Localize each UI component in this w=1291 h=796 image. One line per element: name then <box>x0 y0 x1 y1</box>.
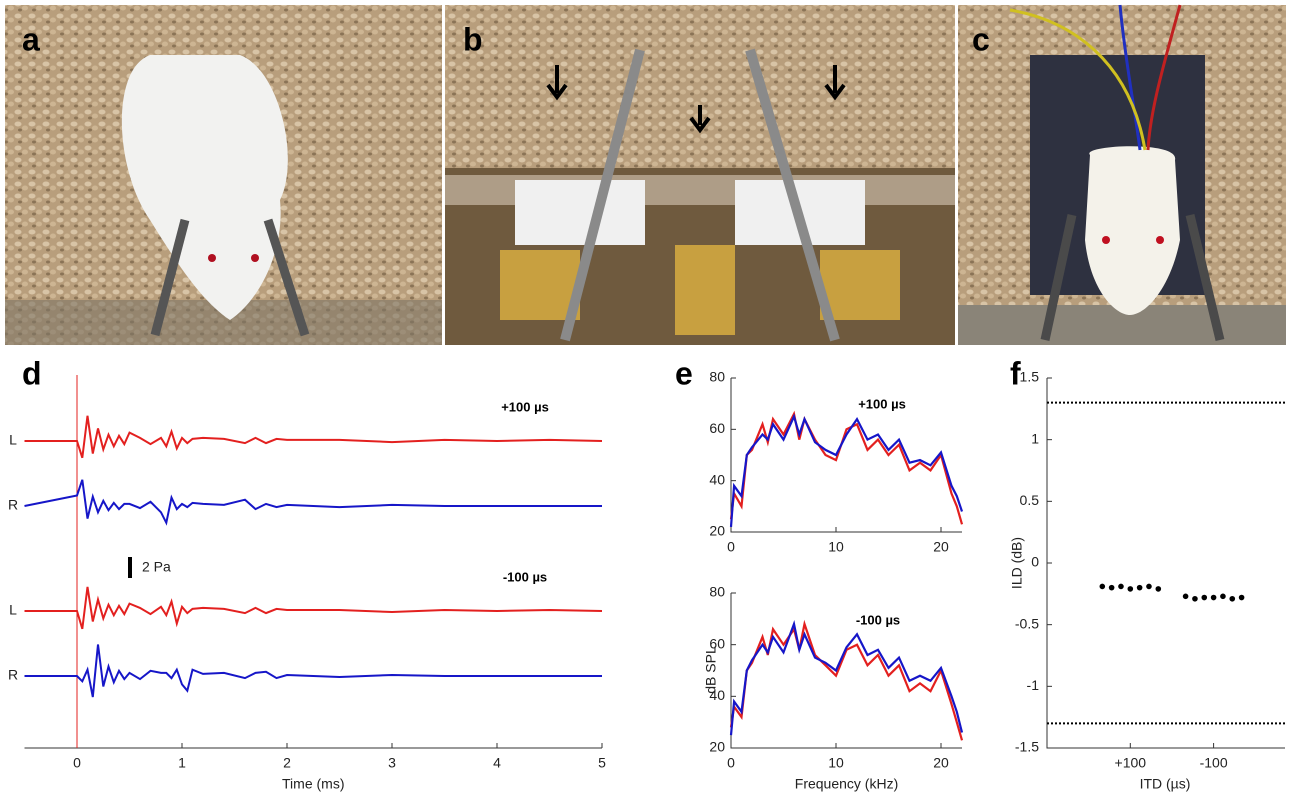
point <box>1136 584 1143 591</box>
row-label: R <box>8 497 18 513</box>
y-tick-label: 1.5 <box>1020 369 1040 385</box>
point <box>1099 583 1106 590</box>
spectrum <box>729 620 964 736</box>
point <box>1229 595 1236 602</box>
x-tick-label: 0 <box>727 755 735 771</box>
y-axis-label: dB SPL <box>703 646 719 694</box>
photo-b <box>445 5 955 345</box>
x-tick-label: 5 <box>598 755 606 771</box>
trace <box>24 479 602 526</box>
axis <box>1046 378 1285 749</box>
panel-label: e <box>675 355 693 391</box>
panel-label: d <box>22 355 42 391</box>
panel-label: b <box>463 21 483 57</box>
y-tick-label: 20 <box>709 523 725 539</box>
trace <box>24 644 602 698</box>
x-tick-label: 10 <box>828 539 844 555</box>
y-tick-label: 0 <box>1031 554 1039 570</box>
panel-label: a <box>22 21 40 57</box>
x-tick-label: 20 <box>933 539 949 555</box>
row-label: L <box>9 602 17 618</box>
annotation: -100 µs <box>856 612 900 627</box>
x-tick-label: 1 <box>178 755 186 771</box>
annotation: -100 µs <box>503 569 547 584</box>
point <box>1146 583 1152 590</box>
x-tick-label: 4 <box>493 755 501 771</box>
x-tick-label: 2 <box>283 755 291 771</box>
y-tick-label: -0.5 <box>1015 615 1039 631</box>
annotation: +100 µs <box>501 399 549 414</box>
y-tick-label: 60 <box>709 635 725 651</box>
x-tick-label: 10 <box>828 755 844 771</box>
panel-label: c <box>972 21 990 57</box>
spectrum <box>729 410 964 525</box>
y-tick-label: 0.5 <box>1020 492 1040 508</box>
y-tick-label: -1.5 <box>1015 739 1039 755</box>
point <box>1220 593 1226 600</box>
y-tick-label: 60 <box>709 420 725 436</box>
point <box>1108 584 1115 591</box>
trace <box>24 415 603 459</box>
point <box>1182 593 1189 600</box>
x-tick-label: 20 <box>933 755 949 771</box>
y-tick-label: -1 <box>1027 677 1040 693</box>
point <box>1127 586 1134 592</box>
point <box>1118 583 1124 590</box>
y-tick-label: 80 <box>709 369 725 385</box>
photo-c <box>958 4 1286 345</box>
point <box>1210 594 1217 601</box>
x-tick-label: 0 <box>73 755 81 771</box>
y-axis-label: ILD (dB) <box>1009 537 1025 589</box>
panel-label: f <box>1010 355 1021 391</box>
row-label: R <box>8 667 18 683</box>
x-tick-label: +100 <box>1115 755 1147 771</box>
x-axis-label: Time (ms) <box>282 776 344 792</box>
trace <box>24 586 603 630</box>
annotation: +100 µs <box>858 396 906 411</box>
y-tick-label: 80 <box>709 584 725 600</box>
point <box>1238 594 1245 601</box>
axis <box>730 378 962 533</box>
x-axis-label: ITD (µs) <box>1140 776 1191 792</box>
x-tick-label: -100 <box>1200 755 1228 771</box>
spectrum <box>729 619 964 741</box>
point <box>1192 595 1198 602</box>
spectrum <box>729 413 964 527</box>
y-tick-label: 40 <box>709 687 725 703</box>
photo-a <box>5 5 442 345</box>
row-label: L <box>9 432 17 448</box>
y-tick-label: 40 <box>709 471 725 487</box>
y-tick-label: 20 <box>709 739 725 755</box>
y-tick-label: 1 <box>1031 430 1039 446</box>
x-tick-label: 3 <box>388 755 396 771</box>
scale-bar-label: 2 Pa <box>142 559 171 575</box>
x-tick-label: 0 <box>727 539 735 555</box>
point <box>1155 586 1162 592</box>
x-axis-label: Frequency (kHz) <box>795 776 898 792</box>
axis <box>730 593 962 749</box>
point <box>1201 594 1208 601</box>
